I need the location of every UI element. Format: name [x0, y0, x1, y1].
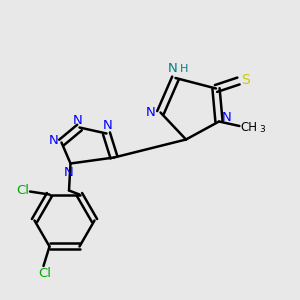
Text: N: N: [49, 134, 59, 148]
Text: Cl: Cl: [16, 184, 29, 196]
Text: N: N: [168, 62, 178, 76]
Text: N: N: [103, 119, 113, 133]
Text: 3: 3: [259, 125, 265, 134]
Text: N: N: [146, 106, 156, 119]
Text: N: N: [73, 113, 83, 127]
Text: H: H: [180, 64, 188, 74]
Text: Cl: Cl: [38, 267, 52, 280]
Text: N: N: [64, 166, 74, 179]
Text: N: N: [222, 111, 231, 124]
Text: S: S: [241, 73, 250, 86]
Text: CH: CH: [241, 121, 257, 134]
